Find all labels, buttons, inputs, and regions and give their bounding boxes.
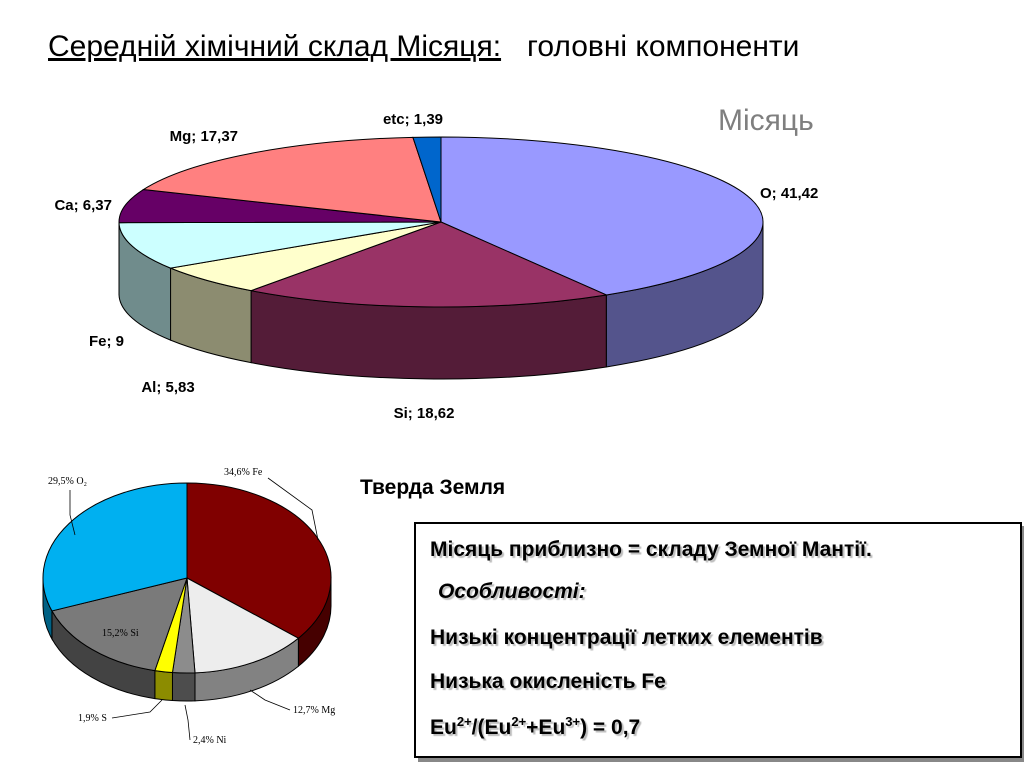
pie-slice-mg: [141, 136, 442, 223]
pie-label-etc: etc; 1,39: [383, 111, 443, 128]
info-box: Місяць приблизно = складу Земної Мантії.…: [414, 522, 1022, 758]
pie-label-si: Si; 18,62: [394, 405, 455, 422]
pie-slice-si: [51, 577, 188, 672]
pie-slice-fe: [118, 221, 442, 269]
info-line-5: Eu2+/(Eu2++Eu3+) = 0,7: [430, 714, 641, 739]
leader-line: [267, 477, 319, 541]
pie-side-s: [154, 670, 173, 702]
pie-label-mg: 12,7% Mg: [293, 705, 335, 716]
leader-line: [69, 490, 76, 536]
pie-label-fe: Fe; 9: [89, 333, 124, 350]
pie-label-s: 1,9% S: [78, 713, 107, 724]
info-line-3: Низькі концентрації летких елементів: [430, 626, 823, 649]
pie-label-si: 15,2% Si: [102, 628, 139, 639]
pie-slice-mg: [186, 577, 300, 674]
title-underlined: Середній хімічний склад Місяця:: [48, 30, 502, 63]
info-line-2: Особливості:: [438, 580, 586, 603]
pie-chart-1: O; 41,42 Si; 18,62 Al; 5,83 Fe; 9 Ca; 6,37 Mg…: [54, 111, 818, 422]
info-line-4: Низька окисленість Fe: [430, 670, 666, 693]
info-line-1: Місяць приблизно = складу Земної Мантії.: [430, 538, 872, 561]
pie-side-ni: [171, 671, 196, 702]
pie-slice-ca: [118, 189, 442, 224]
pie-label-al: Al; 5,83: [141, 379, 194, 396]
pie-label-fe: 34,6% Fe: [224, 467, 263, 478]
pie-chart-2: 34,6% Fe 12,7% Mg 2,4% Ni 1,9% S 15,2% Si 29,…: [42, 467, 335, 746]
pie-slice-etc: [412, 136, 442, 223]
leader-line: [111, 699, 163, 719]
pie-slice-o2: [42, 482, 188, 612]
pie-label-o2: 29,5% O₂: [48, 476, 87, 487]
pie-label-ca: Ca; 6,37: [54, 197, 112, 214]
moon-chart-label: Місяць: [718, 104, 814, 137]
pie-slice-o: [440, 136, 764, 296]
leader-line: [184, 704, 191, 741]
pie-label-o: O; 41,42: [760, 185, 818, 202]
title-rest: головні компоненти: [527, 30, 800, 63]
leader-line: [249, 689, 291, 711]
pie-label-mg: Mg; 17,37: [170, 128, 238, 145]
earth-chart-label: Тверда Земля: [360, 476, 506, 499]
page-title: Середній хімічний склад Місяця: головні к…: [48, 30, 799, 64]
pie-slice-si: [249, 221, 609, 308]
pie-label-ni: 2,4% Ni: [193, 735, 227, 746]
